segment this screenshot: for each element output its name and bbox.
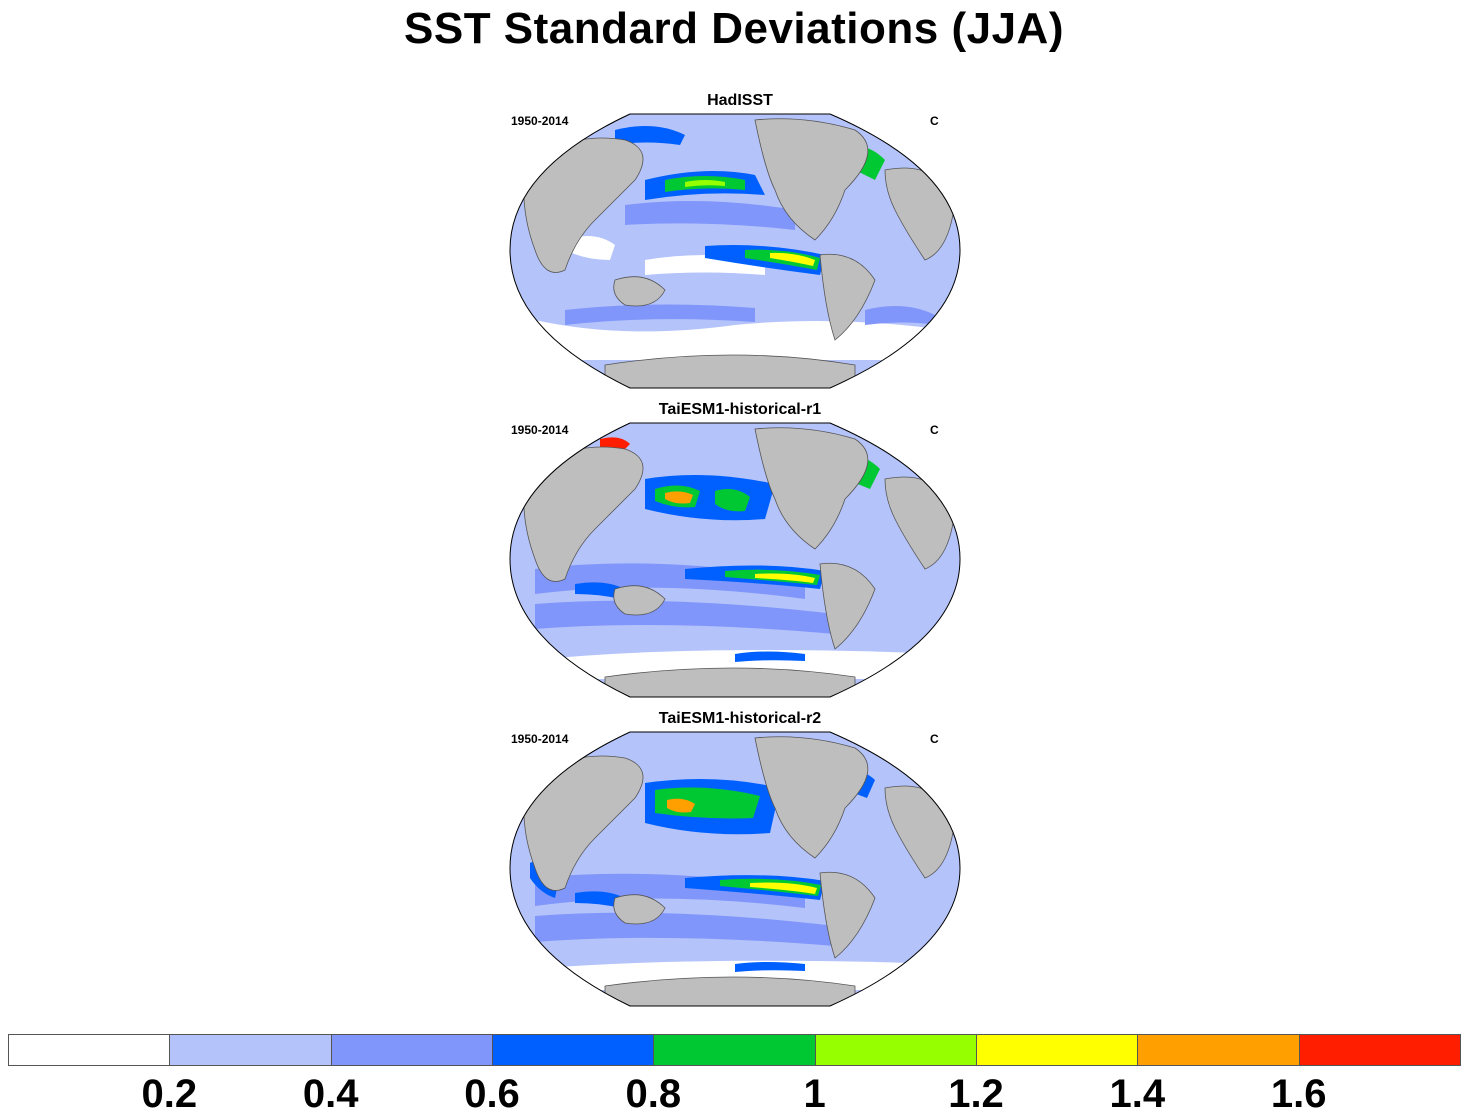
colorbar-tick-label: 1.4 <box>1109 1072 1166 1116</box>
colorbar-tick-label: 0.6 <box>464 1072 520 1116</box>
world-map <box>509 113 961 389</box>
colorbar-tick-label: 0.2 <box>141 1072 198 1116</box>
colorbar-swatch <box>976 1034 1139 1066</box>
map-panel-taiesm1-r2: TaiESM1-historical-r2 1950-2014 C <box>505 710 965 1012</box>
panel-period: 1950-2014 <box>511 732 569 746</box>
colorbar <box>8 1034 1461 1068</box>
panel-title: TaiESM1-historical-r2 <box>658 710 822 727</box>
colorbar-swatch <box>8 1034 171 1066</box>
colorbar-tick-label: 1.6 <box>1270 1072 1327 1116</box>
colorbar-tick-label: 0.4 <box>302 1072 359 1116</box>
colorbar-swatch <box>1137 1034 1300 1066</box>
panel-period: 1950-2014 <box>511 114 569 128</box>
colorbar-swatch <box>169 1034 332 1066</box>
colorbar-tick-label: 0.8 <box>625 1072 682 1116</box>
colorbar-tick-label: 1.2 <box>948 1072 1004 1116</box>
colorbar-swatch <box>814 1034 977 1066</box>
world-map <box>509 422 961 698</box>
panel-units: C <box>930 114 939 128</box>
panel-units: C <box>930 732 939 746</box>
panel-title: TaiESM1-historical-r1 <box>658 401 822 418</box>
panel-units: C <box>930 423 939 437</box>
colorbar-swatch <box>653 1034 816 1066</box>
colorbar-swatch <box>492 1034 655 1066</box>
map-panel-taiesm1-r1: TaiESM1-historical-r1 1950-2014 C <box>505 401 965 703</box>
colorbar-tick-label: 1 <box>803 1072 826 1116</box>
colorbar-swatch <box>1298 1034 1461 1066</box>
colorbar-swatch <box>330 1034 493 1066</box>
panel-period: 1950-2014 <box>511 423 569 437</box>
panel-title: HadISST <box>707 92 773 109</box>
main-title: SST Standard Deviations (JJA) <box>404 4 1064 53</box>
world-map <box>509 731 961 1007</box>
map-panel-hadisst: HadISST 1950-2014 C <box>505 92 965 394</box>
